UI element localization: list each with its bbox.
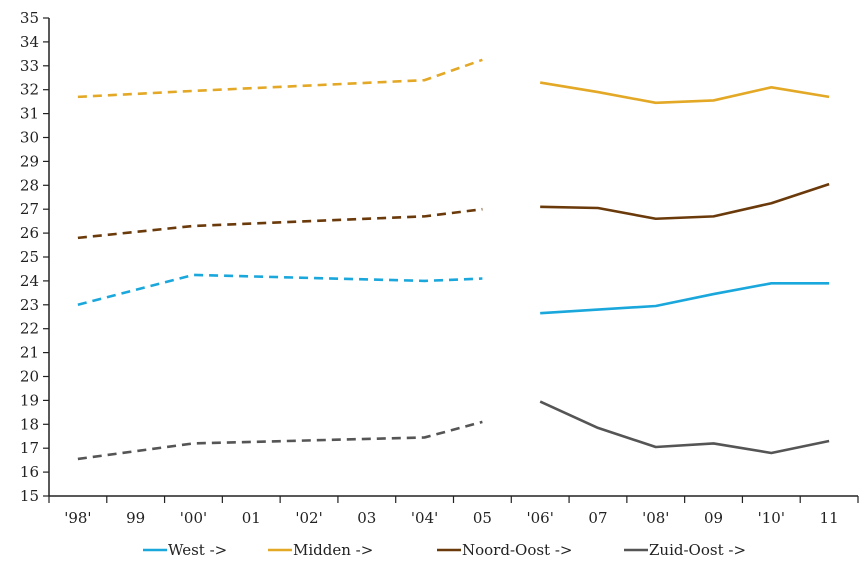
- y-tick-label: 22: [20, 320, 39, 338]
- y-tick-label: 21: [20, 344, 39, 362]
- x-tick-label: '10': [758, 509, 785, 527]
- y-tick-label: 29: [20, 152, 39, 170]
- legend-item-zuid-oost: Zuid-Oost ->: [624, 541, 746, 559]
- legend-label: West ->: [168, 541, 227, 559]
- y-tick-label: 30: [20, 129, 39, 147]
- y-tick-label: 15: [20, 487, 39, 505]
- legend-item-noord-oost: Noord-Oost ->: [437, 541, 573, 559]
- series-line-west-solid: [540, 281, 830, 315]
- series-line-zuid-oost-dashed: [77, 420, 483, 461]
- x-tick-label: 99: [126, 509, 145, 527]
- legend: West -> Midden -> Noord-Oost -> Zuid-Oost -…: [143, 541, 746, 559]
- y-tick-label: 16: [20, 463, 39, 481]
- series-line-zuid-oost-solid: [539, 400, 830, 455]
- y-tick-label: 20: [20, 368, 39, 386]
- x-tick-label: '04': [411, 509, 438, 527]
- series-line-midden-dashed: [77, 58, 483, 99]
- y-tick-label: 24: [20, 272, 39, 290]
- y-tick-label: 28: [20, 176, 39, 194]
- y-tick-label: 26: [20, 224, 39, 242]
- x-tick-label: '08': [642, 509, 669, 527]
- x-tick-label: '00': [180, 509, 207, 527]
- series-line-west-dashed: [77, 273, 483, 307]
- series-line-noord-oost-solid: [540, 182, 830, 221]
- x-tick-label: '06': [527, 509, 554, 527]
- x-tick-label: 05: [473, 509, 492, 527]
- legend-label: Midden ->: [293, 541, 373, 559]
- y-tick-label: 32: [20, 81, 39, 99]
- legend-item-midden: Midden ->: [268, 541, 373, 559]
- y-tick-label: 31: [20, 105, 39, 123]
- series-line-noord-oost-dashed: [77, 207, 483, 240]
- y-tick-label: 35: [20, 9, 39, 27]
- y-tick-label: 33: [20, 57, 39, 75]
- legend-label: Noord-Oost ->: [462, 541, 573, 559]
- x-tick-label: '98': [64, 509, 91, 527]
- x-tick-label: 11: [820, 509, 839, 527]
- y-tick-label: 25: [20, 248, 39, 266]
- y-axis: 15 16 17 18 19 20 21 22 23 24 25 26 27 28 29 30 31 32 33 34…: [20, 9, 50, 505]
- x-tick-label: 09: [704, 509, 723, 527]
- y-tick-label: 19: [20, 391, 39, 409]
- series-line-midden-solid: [539, 81, 830, 105]
- x-axis: '98' 99 '00' 01 '02' 03 '04' 05 '06' 07 '08' 09 '10'…: [48, 495, 859, 527]
- plot-area: [77, 58, 830, 461]
- x-tick-label: '02': [295, 509, 322, 527]
- x-tick-label: 03: [357, 509, 376, 527]
- x-tick-label: 01: [242, 509, 261, 527]
- y-tick-label: 27: [20, 200, 39, 218]
- y-tick-label: 18: [20, 415, 39, 433]
- x-tick-label: 07: [588, 509, 607, 527]
- y-tick-label: 17: [20, 439, 39, 457]
- y-tick-label: 34: [20, 33, 39, 51]
- legend-item-west: West ->: [143, 541, 227, 559]
- y-tick-label: 23: [20, 296, 39, 314]
- legend-label: Zuid-Oost ->: [649, 541, 746, 559]
